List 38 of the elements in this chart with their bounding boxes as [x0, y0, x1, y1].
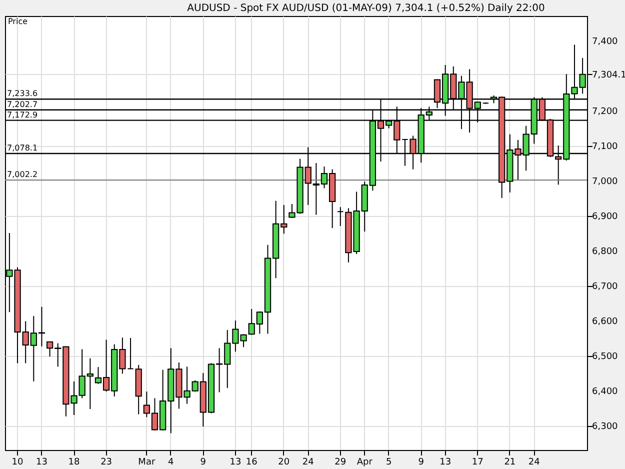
x-tick-label: 29 [334, 458, 346, 468]
chart-title: AUDUSD - Spot FX AUD/USD (01-MAY-09) 7,304.1 (+0.52%) Daily 22:00 [187, 3, 545, 14]
x-tick-label: 4 [168, 458, 174, 468]
x-tick-label: 21 [504, 458, 516, 468]
ref-line-label: 7,233.6 [7, 89, 38, 98]
y-tick-label: 7,100 [592, 142, 618, 152]
x-tick-label: 9 [200, 458, 206, 468]
x-tick-label: 20 [278, 458, 290, 468]
annotation: Price [8, 17, 28, 26]
y-tick-label: 6,800 [592, 246, 618, 257]
x-tick-label: 13 [230, 458, 242, 468]
x-tick-label: 13 [440, 458, 452, 468]
x-tick-label: 24 [528, 458, 540, 468]
x-tick-label: 10 [12, 458, 24, 468]
x-tick-label: 13 [36, 458, 48, 468]
candlestick [337, 206, 344, 226]
ref-line-label: 7,002.2 [7, 170, 38, 180]
y-tick-label: 6,500 [592, 352, 618, 362]
x-tick-label: 5 [386, 458, 392, 468]
ref-line-label: 7,202.7 [7, 100, 38, 109]
x-tick-label: 18 [68, 458, 80, 468]
x-tick-label: 17 [472, 458, 484, 468]
y-tick-label: 6,400 [592, 386, 618, 397]
y-tick-label: 7,000 [592, 176, 618, 187]
y-tick-label: 6,600 [592, 316, 618, 327]
ref-line-label: 7,078.1 [7, 144, 38, 153]
x-tick-label: 9 [418, 458, 424, 468]
y-tick-label: 6,900 [592, 212, 618, 222]
x-tick-label: 24 [302, 458, 314, 468]
x-tick-label: 23 [100, 458, 112, 468]
x-tick-label: Mar [138, 458, 156, 468]
ref-line-label: 7,172.9 [7, 110, 38, 120]
y-tick-label: 6,300 [592, 422, 618, 432]
y-tick-label: 7,400 [592, 36, 618, 47]
x-tick-label: Apr [356, 458, 373, 468]
y-tick-label: 6,700 [592, 282, 618, 292]
x-tick-label: 16 [246, 458, 258, 468]
y-tick-label: 7,200 [592, 106, 618, 117]
